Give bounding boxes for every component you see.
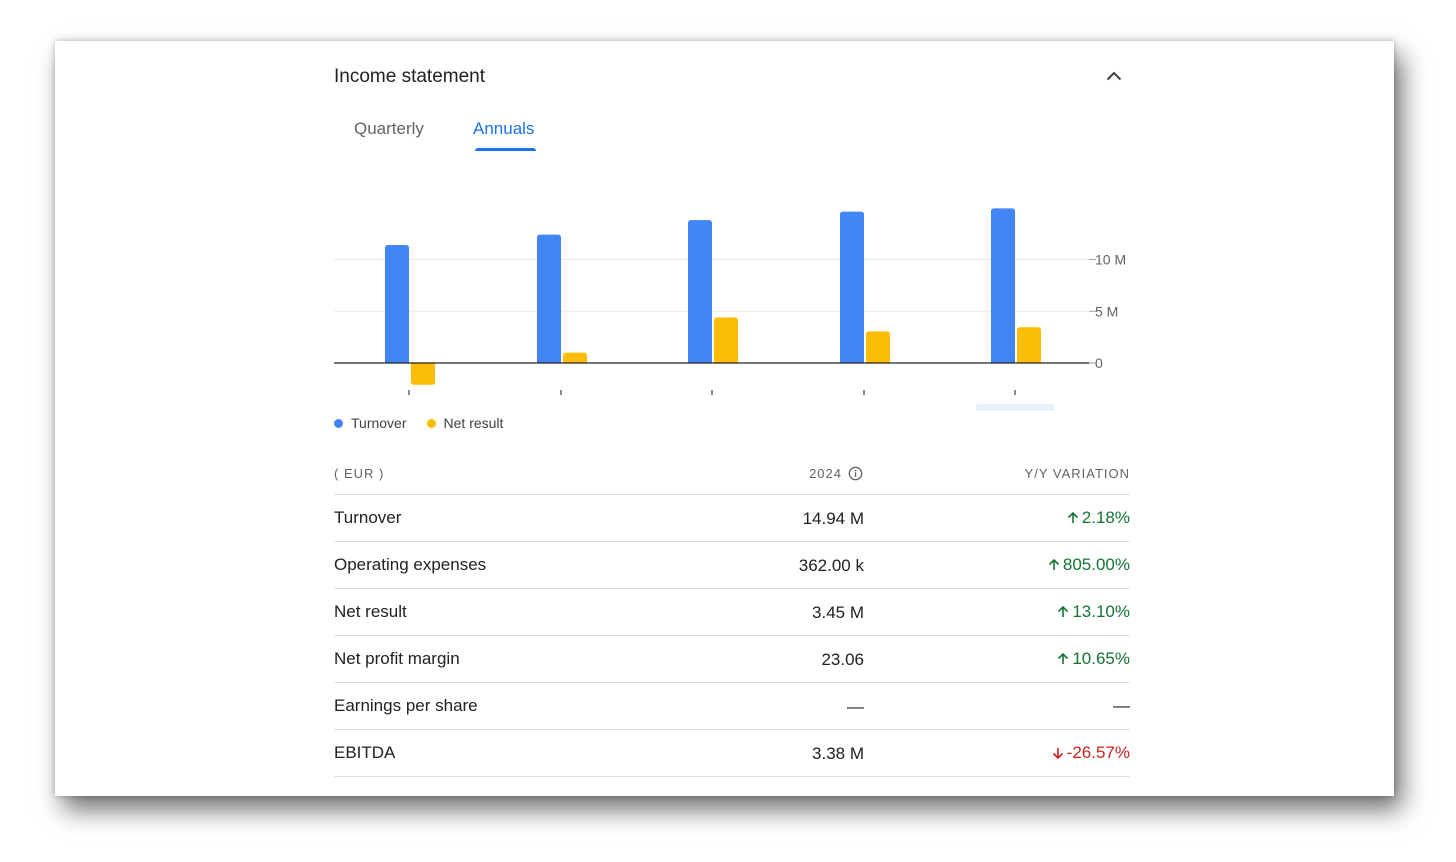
arrow-down-icon <box>1052 748 1063 760</box>
row-value: — <box>847 697 864 716</box>
selected-year-highlight <box>976 404 1054 411</box>
arrow-up-icon <box>1048 558 1059 570</box>
turnover-bar-2024 <box>991 208 1015 363</box>
table-row: Net profit margin 23.06 10.65% <box>334 636 1130 683</box>
table-header: ( EUR ) 2024 Y/Y VARIATION <box>334 461 1130 495</box>
y-tick-label: 10 M <box>1095 252 1126 268</box>
active-tab-indicator <box>475 148 536 151</box>
turnover-bar-2023 <box>840 211 864 363</box>
legend-item-net-result: Net result <box>426 415 504 431</box>
y-tick-label: 5 M <box>1095 303 1118 319</box>
row-label: EBITDA <box>334 743 396 762</box>
income-statement-card: Income statement Quarterly Annuals 0 5 M 1… <box>55 41 1394 796</box>
row-variation: -26.57% <box>1051 743 1130 763</box>
section-title: Income statement <box>334 66 486 87</box>
row-value: 362.00 k <box>798 556 864 575</box>
arrow-up-icon <box>1067 511 1078 523</box>
row-variation: 10.65% <box>1056 649 1130 669</box>
net-result-bar-2022 <box>714 317 738 363</box>
variation-header: Y/Y VARIATION <box>1024 466 1130 481</box>
row-label: Earnings per share <box>334 696 478 715</box>
row-variation-text: 2.18% <box>1081 508 1130 527</box>
arrow-up-icon <box>1058 605 1069 617</box>
row-variation: 2.18% <box>1066 508 1130 528</box>
table-row: EBITDA 3.38 M -26.57% <box>334 730 1130 777</box>
row-label: Operating expenses <box>334 555 487 574</box>
row-variation-text: 13.10% <box>1072 602 1130 621</box>
collapse-button[interactable] <box>1103 65 1125 87</box>
row-label: Net profit margin <box>334 649 460 668</box>
turnover-bar-2021 <box>537 234 561 363</box>
row-variation-text: 805.00% <box>1062 555 1130 574</box>
arrow-up-icon <box>1058 652 1069 664</box>
row-value: 23.06 <box>821 650 864 669</box>
turnover-bar-2020 <box>385 245 409 363</box>
legend-label: Turnover <box>351 415 407 431</box>
row-value: 3.45 M <box>812 603 864 622</box>
net-result-dot-icon <box>426 418 436 428</box>
tab-annuals[interactable]: Annuals <box>473 119 535 138</box>
table-row: Operating expenses 362.00 k 805.00% <box>334 542 1130 589</box>
table-row: Earnings per share — — <box>334 683 1130 730</box>
turnover-bar-2022 <box>688 220 712 363</box>
income-statement-panel: Income statement Quarterly Annuals 0 5 M 1… <box>334 41 1130 796</box>
row-label: Turnover <box>334 508 402 527</box>
row-value: 14.94 M <box>802 509 864 528</box>
net-result-bar-2021 <box>563 352 587 363</box>
chevron-up-icon <box>1106 71 1122 81</box>
info-icon[interactable] <box>848 466 863 481</box>
row-variation-text: — <box>1113 696 1130 715</box>
row-variation-text: -26.57% <box>1066 743 1130 762</box>
tab-quarterly[interactable]: Quarterly <box>354 119 424 138</box>
row-value: 3.38 M <box>812 744 864 763</box>
net-result-bar-2024 <box>1017 327 1041 363</box>
table-row: Net result 3.45 M 13.10% <box>334 589 1130 636</box>
net-result-bar-2020 <box>411 363 435 385</box>
row-variation: 805.00% <box>1047 555 1130 575</box>
row-variation-text: 10.65% <box>1072 649 1130 668</box>
financials-table: ( EUR ) 2024 Y/Y VARIATION Turnover 14.94… <box>334 461 1130 777</box>
period-tabs: Quarterly Annuals <box>334 119 634 153</box>
row-label: Net result <box>334 602 407 621</box>
currency-header: ( EUR ) <box>334 466 385 481</box>
y-tick-label: 0 <box>1095 355 1103 371</box>
legend-label: Net result <box>443 415 504 431</box>
year-header-label: 2024 <box>809 466 842 481</box>
year-header: 2024 <box>809 466 863 481</box>
row-variation: — <box>1113 696 1130 716</box>
chart-legend: Turnover Net result <box>334 415 503 431</box>
net-result-bar-2023 <box>866 331 890 363</box>
income-chart: 05 M10 M20202021202220232024 <box>334 208 1126 411</box>
turnover-dot-icon <box>334 418 343 428</box>
row-variation: 13.10% <box>1056 602 1130 622</box>
table-row: Turnover 14.94 M 2.18% <box>334 495 1130 542</box>
legend-item-turnover: Turnover <box>334 415 407 431</box>
